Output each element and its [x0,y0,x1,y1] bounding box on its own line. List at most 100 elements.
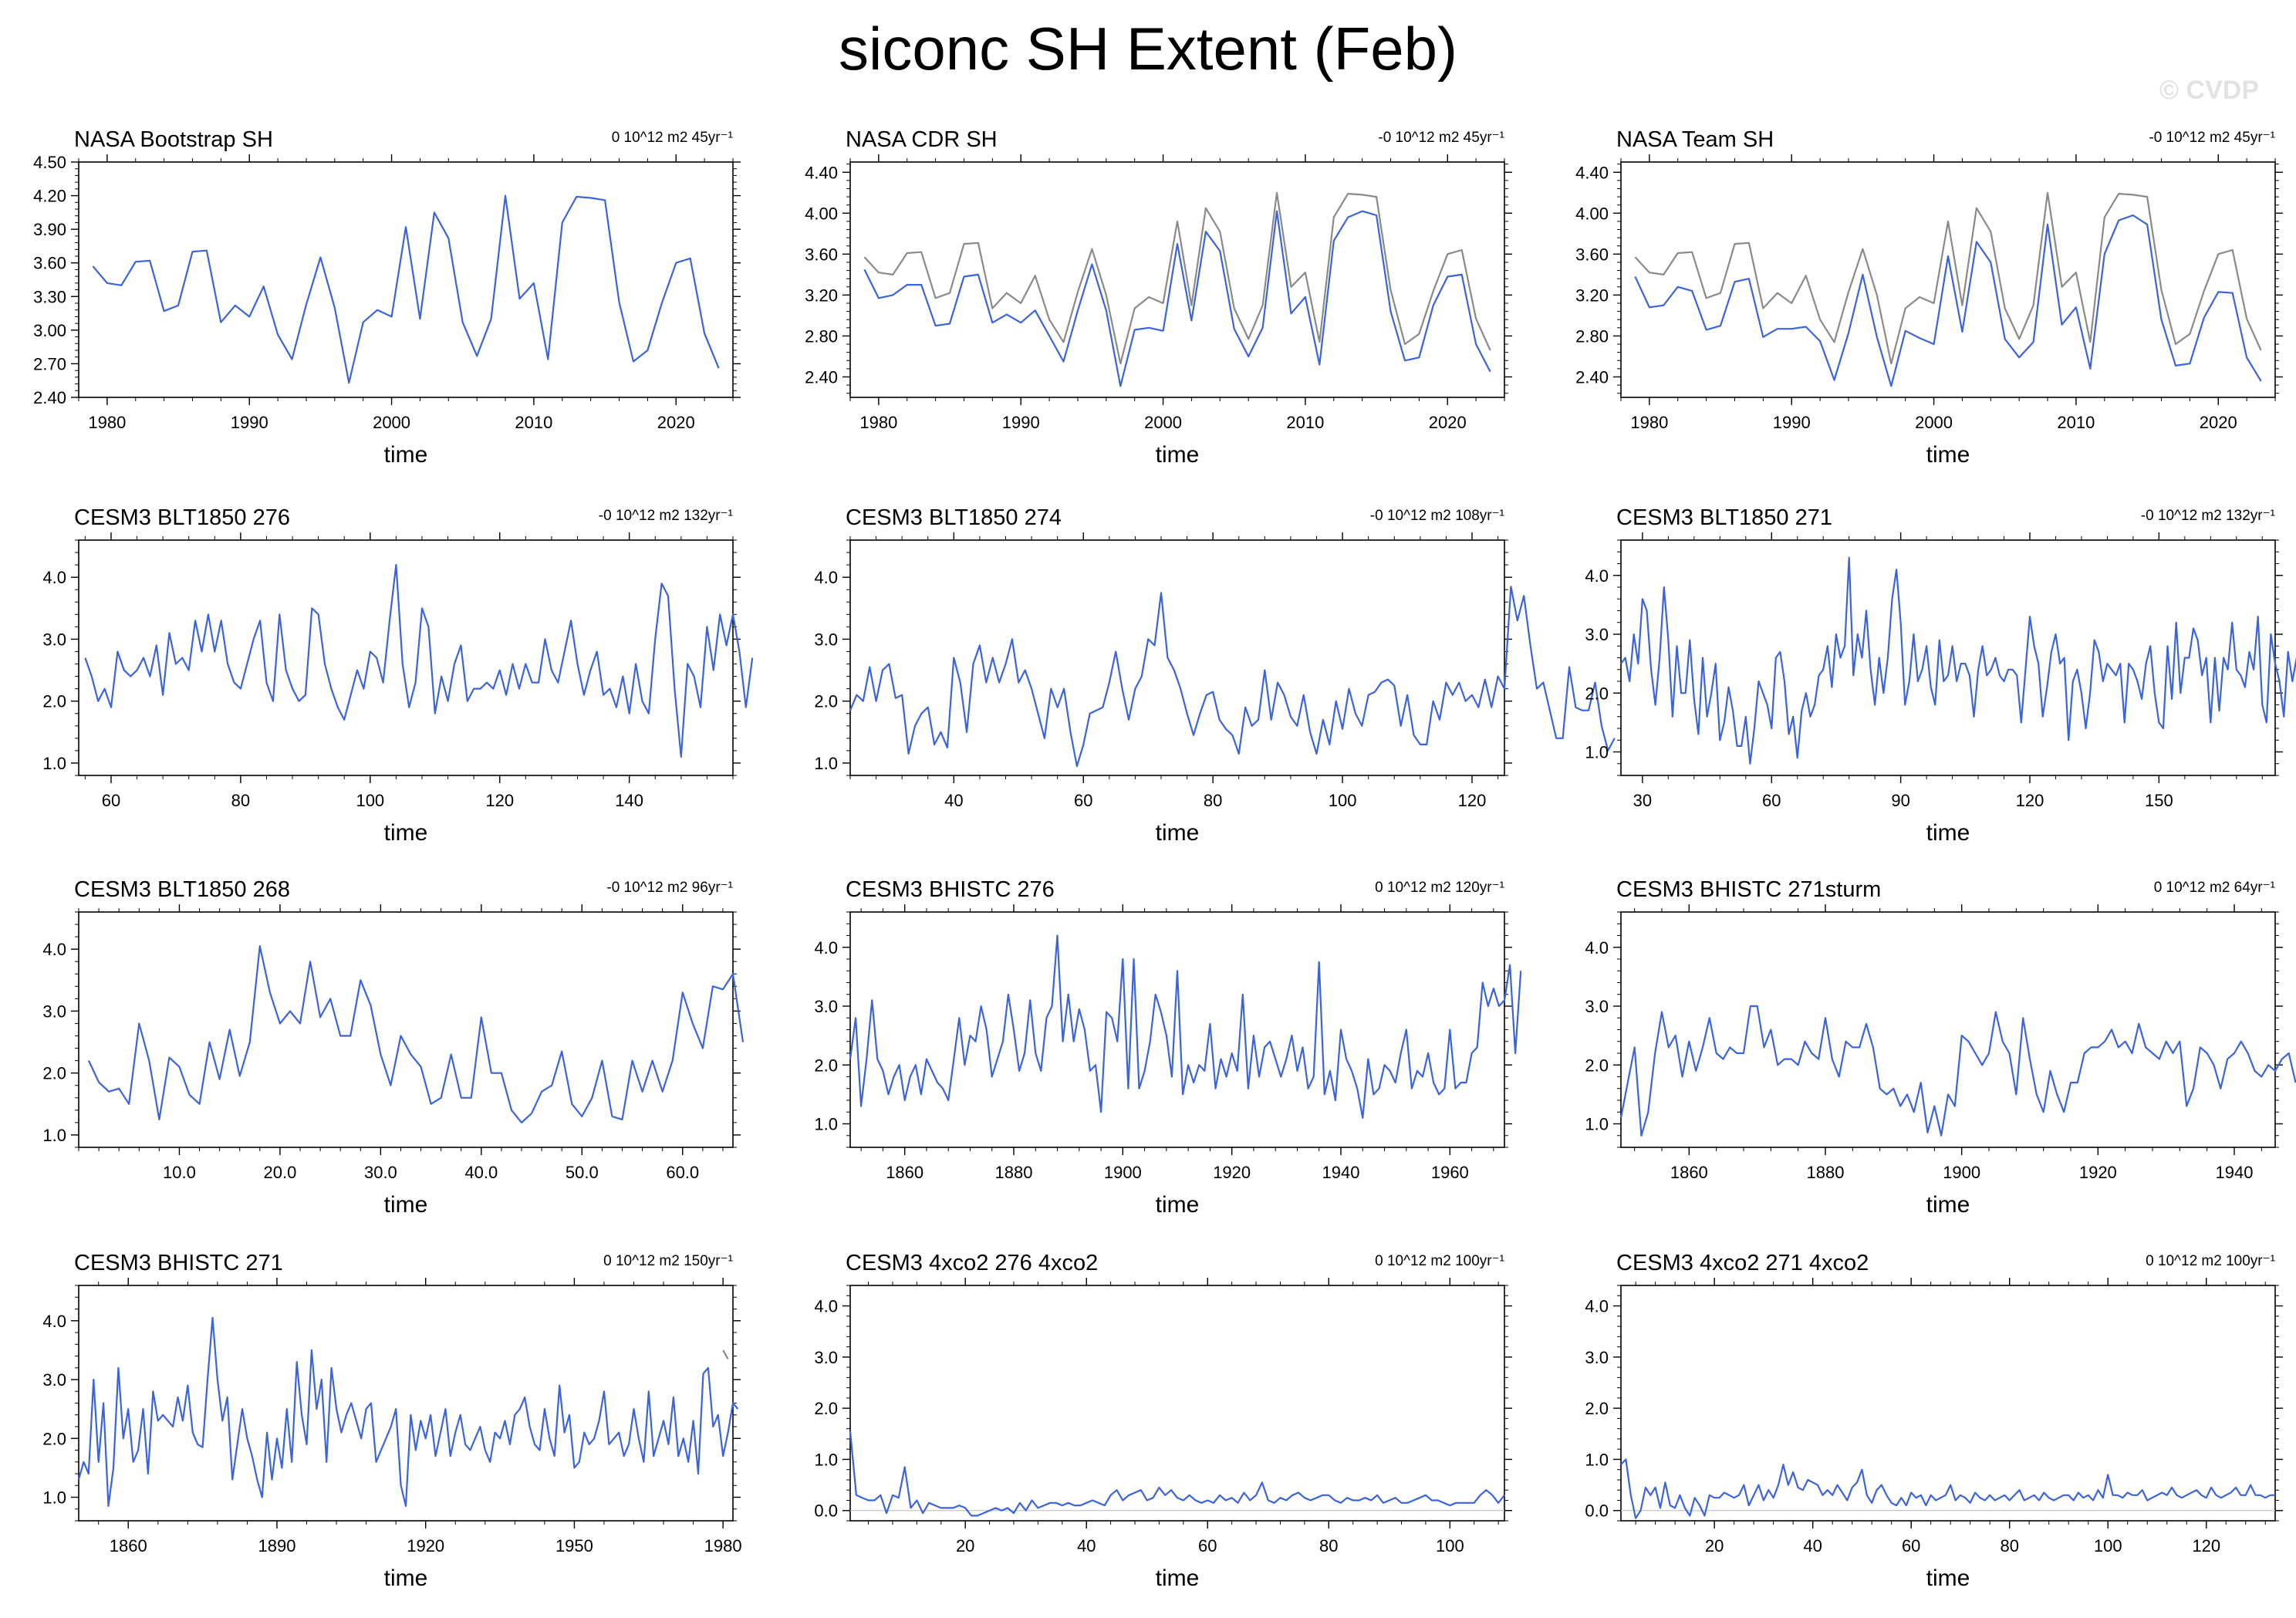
panel-7: CESM3 BLT1850 268 -0 10^12 m2 96yr⁻¹ 1.0 2.… [42,877,745,1218]
panel-4: CESM3 BLT1850 276 -0 10^12 m2 132yr⁻¹ 1.0 2… [42,505,754,846]
x-tick-label: 120 [2192,1536,2220,1556]
y-tick-label: 4.40 [805,163,838,182]
x-tick-label: 20 [956,1536,974,1556]
x-tick-label: 1920 [2079,1163,2117,1182]
x-tick-label: 20 [1705,1536,1724,1556]
plot-frame [849,539,1505,776]
trend-label: -0 10^12 m2 96yr⁻¹ [606,880,733,896]
panel-title: CESM3 BLT1850 274 [846,505,1062,530]
x-tick-label: 1860 [110,1536,147,1556]
y-tick-label: 4.0 [42,1312,66,1331]
y-tick-label: 4.0 [814,1297,838,1316]
trend-label: 0 10^12 m2 150yr⁻¹ [603,1253,733,1269]
x-tick-label: 10.0 [163,1163,196,1182]
series-line [92,194,720,384]
series-line [1620,556,2296,765]
trend-label: 0 10^12 m2 100yr⁻¹ [2146,1253,2275,1269]
x-tick-label: 50.0 [566,1163,599,1182]
panel-3: NASA Team SH -0 10^12 m2 45yr⁻¹ 2.40 2.80 3.… [1575,127,2283,468]
x-tick-label: 60 [1902,1536,1920,1556]
x-tick-label: 1980 [88,413,126,432]
main-title: siconc SH Extent (Feb) [839,15,1457,83]
y-tick-label: 3.60 [33,254,66,273]
y-tick-label: 3.0 [814,630,838,649]
trend-label: -0 10^12 m2 132yr⁻¹ [599,508,733,524]
series-line [77,1316,739,1508]
x-tick-label: 1990 [1002,413,1040,432]
y-tick-label: 0.0 [814,1501,838,1521]
panel-11: CESM3 4xco2 276 4xco2 0 10^12 m2 100yr⁻¹ 0… [814,1251,1512,1591]
panel-title: CESM3 BHISTC 271sturm [1616,877,1881,902]
y-tick-label: 3.20 [805,285,838,305]
trend-label: 0 10^12 m2 64yr⁻¹ [2154,880,2275,896]
y-tick-label: 1.0 [42,1488,66,1508]
x-tick-label: 1990 [231,413,268,432]
y-tick-label: 3.60 [805,245,838,264]
series-line [84,563,754,758]
x-tick-label: 80 [231,791,250,810]
series-line [1634,191,2262,365]
y-tick-label: 2.0 [814,1399,838,1418]
y-tick-label: 4.0 [1585,1297,1609,1316]
y-tick-label: 1.0 [42,1126,66,1145]
x-tick-label: 100 [2094,1536,2122,1556]
x-tick-label: 2000 [1915,413,1953,432]
series-line [1619,1005,2296,1137]
x-tick-label: 60.0 [666,1163,699,1182]
y-tick-label: 3.0 [42,630,66,649]
panel-title: CESM3 BLT1850 268 [74,877,290,902]
y-tick-label: 2.40 [1575,367,1609,387]
y-tick-label: 2.40 [33,388,66,407]
x-tick-label: 2010 [515,413,552,432]
x-tick-label: 150 [2145,791,2173,810]
trend-label: -0 10^12 m2 45yr⁻¹ [2149,130,2275,146]
series-line [849,1431,1505,1517]
y-tick-label: 1.0 [1585,1450,1609,1469]
panel-12: CESM3 4xco2 271 4xco2 0 10^12 m2 100yr⁻¹ 0… [1585,1251,2283,1591]
y-tick-label: 2.40 [805,367,838,387]
x-axis-label: time [384,820,428,846]
x-tick-label: 80 [1319,1536,1338,1556]
panel-6: CESM3 BLT1850 271 -0 10^12 m2 132yr⁻¹ 1.0 2… [1585,505,2296,846]
y-tick-label: 4.0 [814,938,838,958]
x-tick-label: 1860 [1670,1163,1708,1182]
x-tick-label: 40 [1077,1536,1096,1556]
y-tick-label: 2.0 [1585,1056,1609,1075]
x-tick-label: 1900 [1104,1163,1142,1182]
y-tick-label: 4.0 [814,568,838,587]
x-axis-label: time [1926,820,1970,846]
x-tick-label: 100 [1436,1536,1464,1556]
panel-title: NASA CDR SH [846,127,998,152]
x-tick-label: 60 [1762,791,1781,810]
x-tick-label: 1980 [1630,413,1668,432]
y-tick-label: 3.0 [42,1002,66,1021]
series-line [88,944,745,1124]
y-tick-label: 4.0 [1585,938,1609,958]
y-tick-label: 1.0 [814,1450,838,1469]
x-tick-label: 80 [1204,791,1222,810]
series-line [849,586,1616,768]
y-tick-label: 4.40 [1575,163,1609,182]
x-axis-label: time [1926,442,1970,468]
y-tick-label: 3.0 [1585,625,1609,644]
series-line [1634,214,2262,387]
plot-frame [1620,161,2276,398]
x-tick-label: 1860 [886,1163,923,1182]
y-tick-label: 2.0 [42,1429,66,1448]
series-line [1620,1458,2275,1519]
x-axis-label: time [1156,820,1200,846]
x-tick-label: 1950 [555,1536,593,1556]
x-tick-label: 60 [102,791,120,810]
x-tick-label: 20.0 [264,1163,297,1182]
x-tick-label: 2010 [2057,413,2095,432]
y-tick-label: 3.0 [42,1370,66,1390]
x-tick-label: 1990 [1773,413,1811,432]
panel-title: CESM3 BLT1850 276 [74,505,290,530]
y-tick-label: 3.20 [1575,285,1609,305]
x-tick-label: 1980 [704,1536,742,1556]
trend-label: -0 10^12 m2 108yr⁻¹ [1370,508,1504,524]
plot-frame [1620,911,2276,1148]
y-tick-label: 0.0 [1585,1501,1609,1521]
x-axis-label: time [384,442,428,468]
